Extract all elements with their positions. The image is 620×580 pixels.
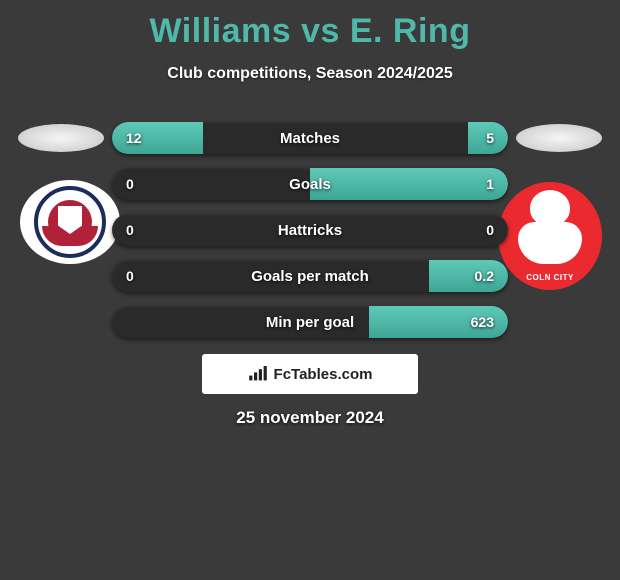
player-avatar-left	[18, 124, 104, 152]
stat-row: Goals0 1	[112, 168, 508, 200]
stat-row: Min per goal623	[112, 306, 508, 338]
stat-value-right: 1	[486, 168, 494, 200]
stat-label: Matches	[112, 122, 508, 154]
club-badge-left-inner	[34, 186, 106, 258]
stats-bars: Matches125Goals01Hattricks00Goals per ma…	[112, 122, 508, 352]
page-title: Williams vs E. Ring	[0, 0, 620, 51]
club-badge-right-text: COLN CITY	[505, 273, 595, 282]
date-label: 25 november 2024	[0, 408, 620, 428]
stat-value-right: 0	[486, 214, 494, 246]
stat-value-left: 0	[126, 260, 134, 292]
player-avatar-right	[516, 124, 602, 152]
bar-chart-icon	[248, 366, 268, 382]
mascot-body-icon	[518, 222, 582, 264]
page-subtitle: Club competitions, Season 2024/2025	[0, 65, 620, 83]
shield-icon	[58, 206, 82, 234]
stat-value-left: 12	[126, 122, 142, 154]
stat-value-right: 623	[471, 306, 494, 338]
attribution-badge: FcTables.com	[202, 354, 418, 394]
stat-row: Hattricks0 0	[112, 214, 508, 246]
stat-row: Matches12 5	[112, 122, 508, 154]
stat-label: Goals per match	[112, 260, 508, 292]
stat-value-right: 0.2	[475, 260, 494, 292]
stat-value-left: 0	[126, 214, 134, 246]
stat-label: Goals	[112, 168, 508, 200]
stat-value-right: 5	[486, 122, 494, 154]
stat-row: Goals per match0 0.2	[112, 260, 508, 292]
stat-label: Min per goal	[112, 306, 508, 338]
club-badge-left	[20, 180, 120, 264]
club-badge-right: COLN CITY	[498, 182, 602, 290]
stat-label: Hattricks	[112, 214, 508, 246]
mascot-head-icon	[530, 190, 570, 226]
attribution-text: FcTables.com	[274, 366, 373, 383]
club-badge-right-inner: COLN CITY	[505, 188, 595, 284]
stat-value-left: 0	[126, 168, 134, 200]
